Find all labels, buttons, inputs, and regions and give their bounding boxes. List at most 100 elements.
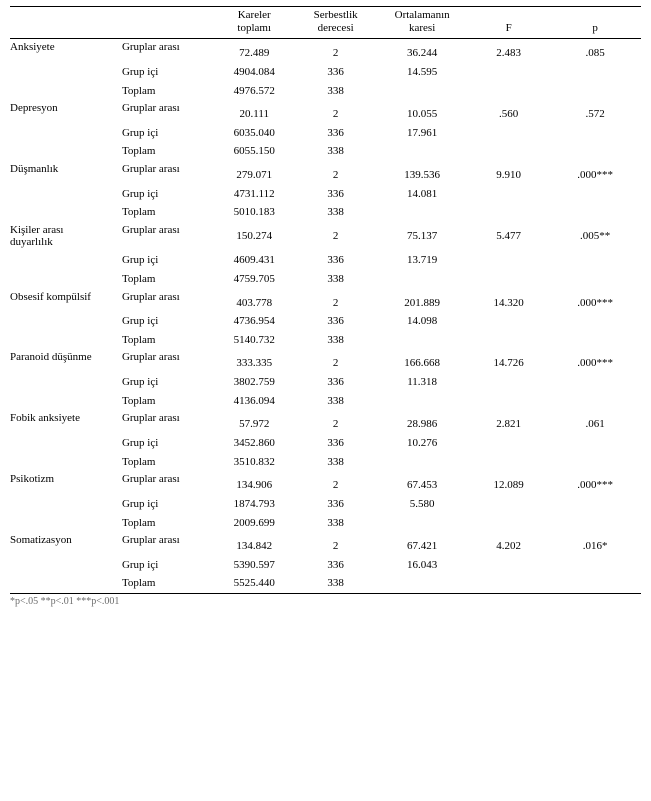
table-row: DüşmanlıkGruplar arası279.0712139.5369.9… xyxy=(10,161,641,185)
cell-df: 338 xyxy=(295,574,376,593)
cell-ss: 4759.705 xyxy=(214,270,295,289)
cell-df: 336 xyxy=(295,124,376,143)
cell-ms: 67.421 xyxy=(376,532,468,556)
cell-ms: 67.453 xyxy=(376,471,468,495)
header-blank-1 xyxy=(10,7,122,39)
cell-ms xyxy=(376,514,468,533)
variable-name: Somatizasyon xyxy=(10,532,122,556)
table-row: Toplam3510.832338 xyxy=(10,453,641,472)
table-row: Toplam4136.094338 xyxy=(10,392,641,411)
cell-df: 338 xyxy=(295,203,376,222)
cell-df: 336 xyxy=(295,312,376,331)
cell-p: .061 xyxy=(549,410,641,434)
variable-name xyxy=(10,514,122,533)
cell-ss: 5390.597 xyxy=(214,556,295,575)
cell-f: 2.483 xyxy=(468,39,549,63)
cell-ss: 5525.440 xyxy=(214,574,295,593)
cell-df: 336 xyxy=(295,63,376,82)
cell-ss: 4136.094 xyxy=(214,392,295,411)
source-label: Grup içi xyxy=(122,434,214,453)
cell-ss: 6055.150 xyxy=(214,142,295,161)
cell-ms xyxy=(376,574,468,593)
table-row: Toplam4759.705338 xyxy=(10,270,641,289)
source-label: Gruplar arası xyxy=(122,289,214,313)
cell-f: 14.320 xyxy=(468,289,549,313)
source-label: Grup içi xyxy=(122,185,214,204)
source-label: Gruplar arası xyxy=(122,471,214,495)
cell-p: .000*** xyxy=(549,289,641,313)
cell-p: .016* xyxy=(549,532,641,556)
cell-f xyxy=(468,453,549,472)
source-label: Toplam xyxy=(122,203,214,222)
cell-f xyxy=(468,270,549,289)
cell-ss: 4736.954 xyxy=(214,312,295,331)
table-row: Fobik anksiyeteGruplar arası57.972228.98… xyxy=(10,410,641,434)
variable-name xyxy=(10,251,122,270)
cell-ss: 333.335 xyxy=(214,349,295,373)
cell-ss: 4731.112 xyxy=(214,185,295,204)
cell-ms: 10.055 xyxy=(376,100,468,124)
cell-p xyxy=(549,203,641,222)
table-row: Toplam4976.572338 xyxy=(10,82,641,101)
cell-f: .560 xyxy=(468,100,549,124)
cell-f: 2.821 xyxy=(468,410,549,434)
source-label: Toplam xyxy=(122,82,214,101)
variable-name xyxy=(10,373,122,392)
cell-p xyxy=(549,373,641,392)
source-label: Grup içi xyxy=(122,495,214,514)
cell-p xyxy=(549,556,641,575)
source-label: Gruplar arası xyxy=(122,410,214,434)
table-row: AnksiyeteGruplar arası72.489236.2442.483… xyxy=(10,39,641,63)
cell-ss: 403.778 xyxy=(214,289,295,313)
cell-df: 338 xyxy=(295,82,376,101)
cell-df: 338 xyxy=(295,142,376,161)
table-row: Paranoid düşünmeGruplar arası333.3352166… xyxy=(10,349,641,373)
cell-f xyxy=(468,312,549,331)
cell-ss: 4976.572 xyxy=(214,82,295,101)
cell-ms: 166.668 xyxy=(376,349,468,373)
table-row: Toplam6055.150338 xyxy=(10,142,641,161)
table-row: DepresyonGruplar arası20.111210.055.560.… xyxy=(10,100,641,124)
table-row: Toplam5525.440338 xyxy=(10,574,641,593)
variable-name xyxy=(10,203,122,222)
cell-df: 338 xyxy=(295,453,376,472)
cell-df: 2 xyxy=(295,222,376,251)
cell-df: 2 xyxy=(295,349,376,373)
cell-p xyxy=(549,270,641,289)
cell-p xyxy=(549,63,641,82)
table-row: Grup içi4736.95433614.098 xyxy=(10,312,641,331)
variable-name xyxy=(10,270,122,289)
cell-df: 2 xyxy=(295,410,376,434)
significance-footnote: *p<.05 **p<.01 ***p<.001 xyxy=(10,594,641,611)
variable-name: Psikotizm xyxy=(10,471,122,495)
table-row: Grup içi5390.59733616.043 xyxy=(10,556,641,575)
variable-name xyxy=(10,556,122,575)
cell-f xyxy=(468,574,549,593)
cell-f xyxy=(468,142,549,161)
cell-ms: 16.043 xyxy=(376,556,468,575)
cell-ss: 3802.759 xyxy=(214,373,295,392)
cell-df: 338 xyxy=(295,514,376,533)
source-label: Gruplar arası xyxy=(122,100,214,124)
cell-ss: 4609.431 xyxy=(214,251,295,270)
cell-f xyxy=(468,373,549,392)
cell-p xyxy=(549,124,641,143)
source-label: Grup içi xyxy=(122,373,214,392)
cell-ms: 139.536 xyxy=(376,161,468,185)
cell-ss: 2009.699 xyxy=(214,514,295,533)
source-label: Gruplar arası xyxy=(122,349,214,373)
cell-df: 2 xyxy=(295,471,376,495)
cell-p xyxy=(549,434,641,453)
cell-ms xyxy=(376,270,468,289)
cell-ss: 1874.793 xyxy=(214,495,295,514)
cell-ms: 75.137 xyxy=(376,222,468,251)
cell-ss: 72.489 xyxy=(214,39,295,63)
table-body: AnksiyeteGruplar arası72.489236.2442.483… xyxy=(10,39,641,611)
header-ortalama: Ortalamanın karesi xyxy=(376,7,468,39)
cell-f xyxy=(468,495,549,514)
anova-table: Kareler toplamı Serbestlik derecesi Orta… xyxy=(10,6,641,611)
cell-ss: 6035.040 xyxy=(214,124,295,143)
cell-df: 336 xyxy=(295,185,376,204)
source-label: Toplam xyxy=(122,142,214,161)
table-row: Obsesif kompülsifGruplar arası403.778220… xyxy=(10,289,641,313)
